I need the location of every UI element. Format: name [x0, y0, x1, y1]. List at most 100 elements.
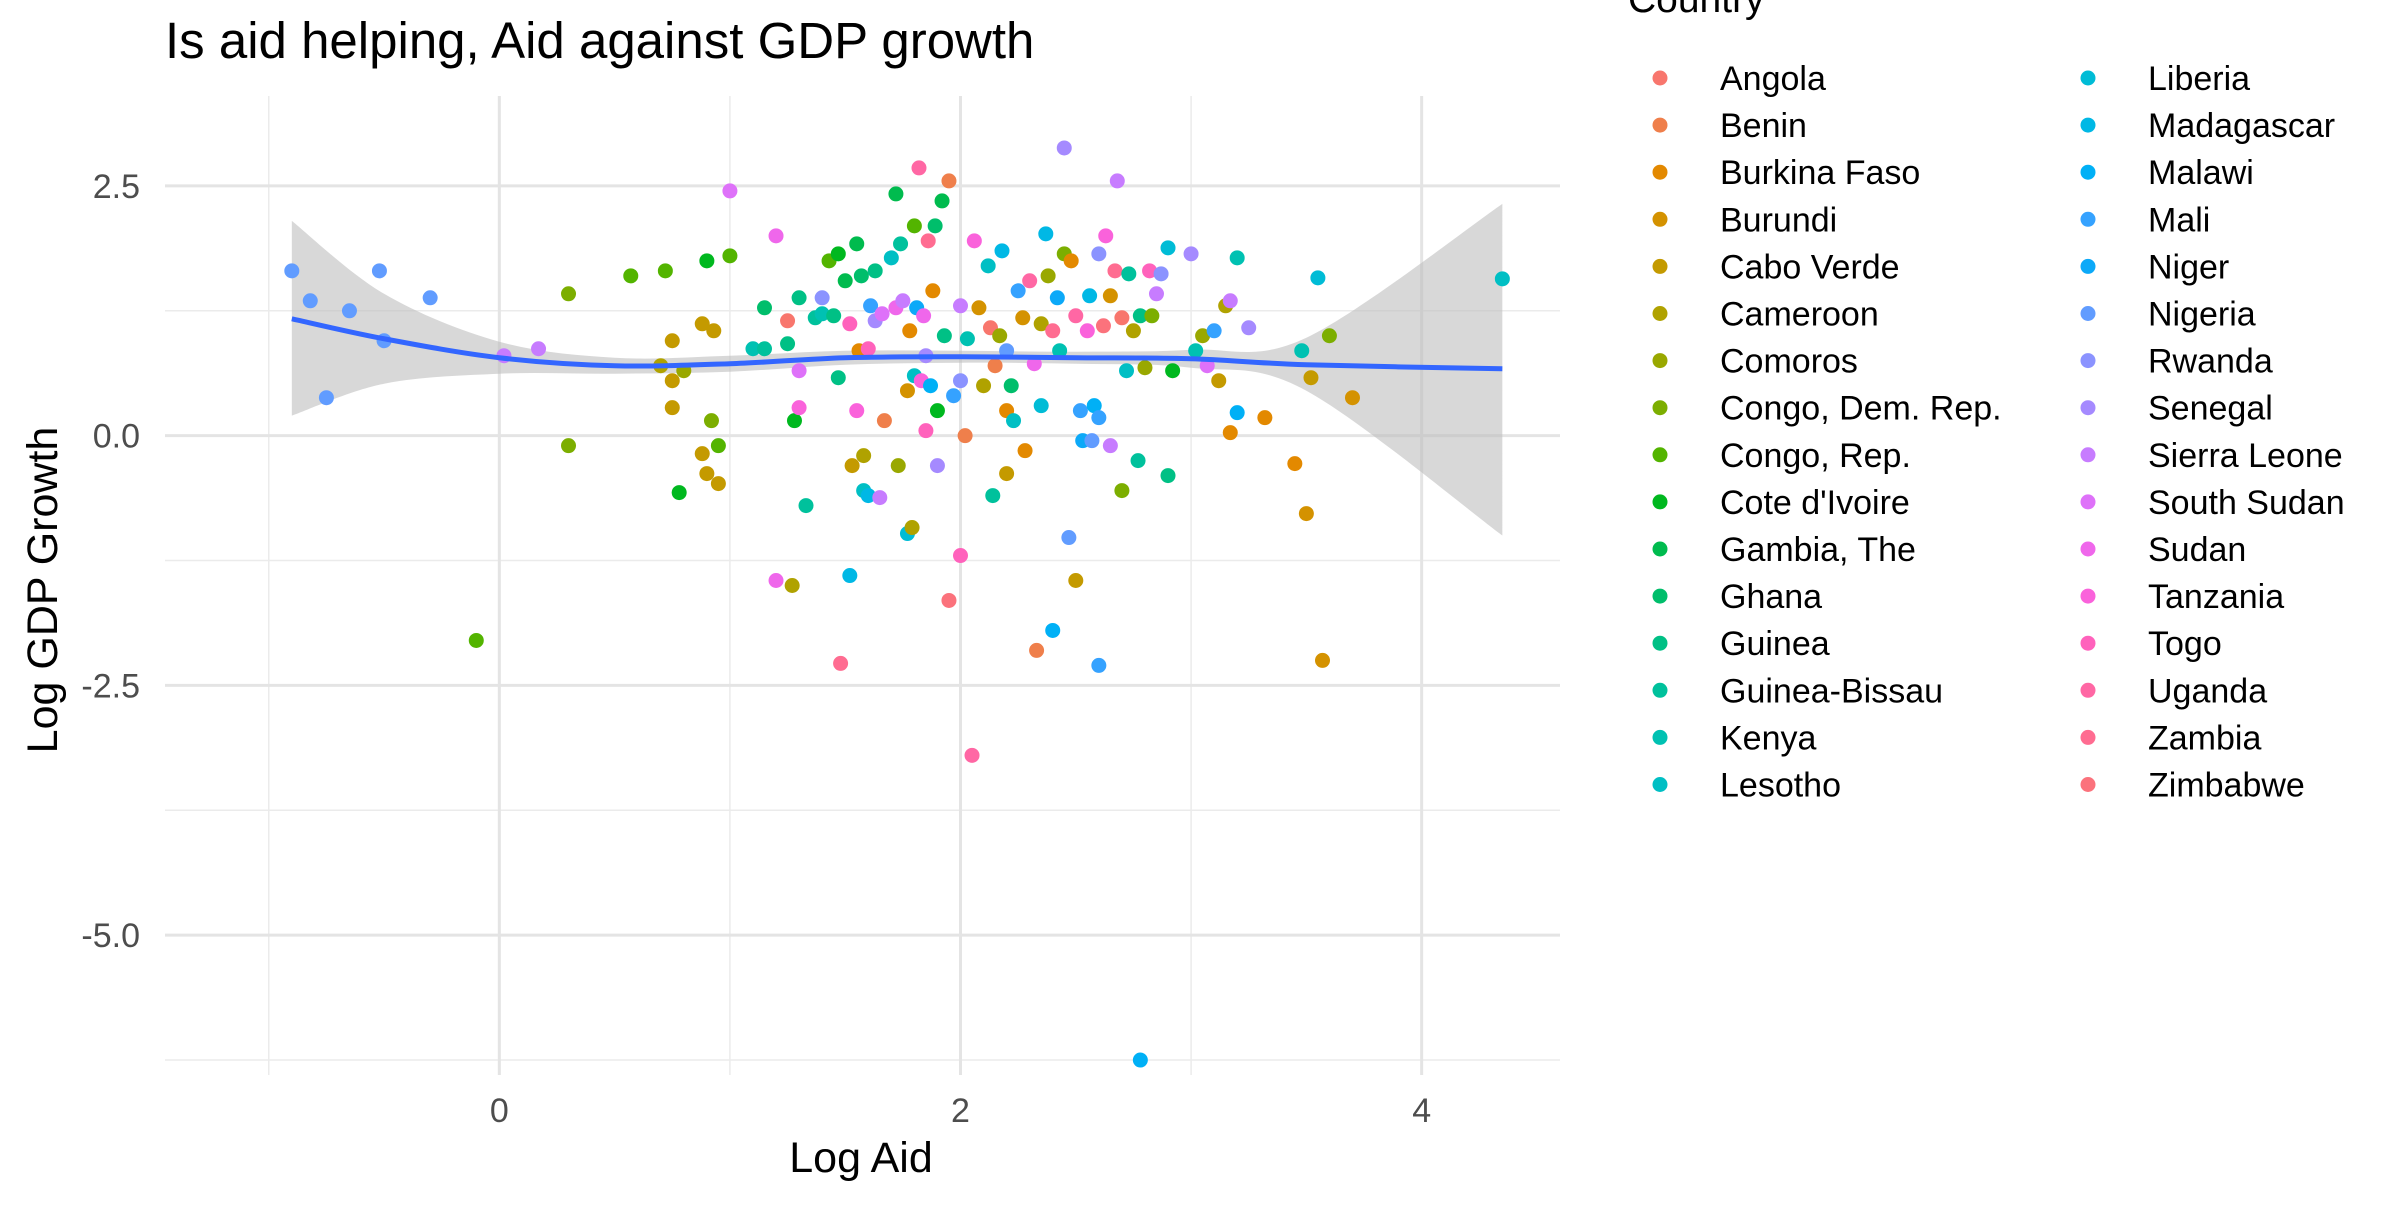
smooth-line-layer	[291, 316, 1503, 372]
data-point	[1079, 323, 1095, 339]
data-point	[768, 573, 784, 589]
data-point	[895, 293, 911, 309]
data-point	[1017, 443, 1033, 459]
data-point	[1091, 246, 1107, 262]
data-point	[1137, 360, 1153, 376]
data-point	[1310, 270, 1326, 286]
data-point	[929, 403, 945, 419]
x-tick-label: 2	[951, 1092, 970, 1130]
data-point	[1344, 390, 1360, 406]
data-point	[1063, 253, 1079, 269]
smooth-line	[291, 316, 1503, 372]
legend-title: Country	[1628, 0, 1765, 21]
y-axis-label: Log GDP Growth	[19, 427, 67, 754]
legend-label: Comoros	[1720, 343, 1858, 381]
legend-key	[1652, 164, 1668, 180]
data-point	[341, 303, 357, 319]
legend-key	[1652, 258, 1668, 274]
data-point	[952, 298, 968, 314]
legend-label: Cote d'Ivoire	[1720, 484, 1910, 522]
data-point	[842, 316, 858, 332]
legend-key	[2080, 400, 2096, 416]
data-point	[899, 383, 915, 399]
x-tick-label: 4	[1412, 1092, 1431, 1130]
data-point	[1061, 530, 1077, 546]
data-point	[959, 331, 975, 347]
data-point	[791, 363, 807, 379]
data-point	[722, 248, 738, 264]
legend-key	[2080, 682, 2096, 698]
legend-key	[2080, 306, 2096, 321]
data-point	[757, 341, 773, 357]
data-point	[849, 403, 865, 419]
data-point	[966, 233, 982, 249]
data-point	[699, 466, 715, 482]
data-point	[867, 263, 883, 279]
data-point	[1144, 308, 1160, 324]
data-point	[757, 300, 773, 316]
data-point	[1321, 328, 1337, 344]
legend-label: Gambia, The	[1720, 531, 1916, 569]
data-point	[671, 485, 687, 501]
data-point	[964, 747, 980, 763]
data-point	[1010, 283, 1026, 299]
data-point	[1229, 405, 1245, 421]
legend-label: Liberia	[2148, 60, 2250, 98]
x-axis-label: Log Aid	[789, 1134, 932, 1182]
data-point	[791, 400, 807, 416]
legend-label: Senegal	[2148, 390, 2273, 428]
data-point	[664, 333, 680, 349]
legend-key	[2080, 117, 2096, 133]
data-point	[1026, 356, 1042, 372]
data-point	[1107, 263, 1123, 279]
data-point	[883, 250, 899, 266]
y-tick-label: -2.5	[81, 667, 140, 705]
legend-key	[1652, 70, 1668, 86]
data-point	[872, 490, 888, 506]
legend-label: Guinea	[1720, 625, 1830, 663]
data-point	[957, 428, 973, 444]
data-point	[1068, 573, 1084, 589]
data-point	[1045, 323, 1061, 339]
chart-title: Is aid helping, Aid against GDP growth	[165, 12, 1034, 69]
legend-label: Ghana	[1720, 578, 1822, 616]
legend-label: Kenya	[1720, 719, 1816, 757]
axis-layer: 0 2 4 2.5 0.0 -2.5 -5.0	[81, 168, 1431, 1130]
data-point	[664, 400, 680, 416]
data-point	[1142, 263, 1158, 279]
data-point	[946, 388, 962, 404]
legend-label: Angola	[1720, 60, 1826, 98]
data-point	[980, 258, 996, 274]
data-point	[934, 193, 950, 209]
legend-label: Zambia	[2148, 719, 2261, 757]
data-point	[837, 273, 853, 289]
data-point	[929, 458, 945, 474]
data-point	[893, 236, 909, 252]
confidence-band-layer	[291, 203, 1503, 536]
data-point	[1298, 506, 1314, 522]
legend-label: Cabo Verde	[1720, 248, 1900, 286]
legend-label: Uganda	[2148, 672, 2267, 710]
legend-label: Madagascar	[2148, 107, 2335, 145]
data-point	[1086, 398, 1102, 414]
legend-key	[1652, 400, 1668, 416]
data-point	[936, 328, 952, 344]
data-point	[1045, 622, 1061, 638]
data-point	[1022, 273, 1038, 289]
data-point	[941, 173, 957, 189]
data-point	[786, 413, 802, 429]
data-point	[826, 308, 842, 324]
data-point	[1003, 378, 1019, 394]
legend-key	[1652, 777, 1668, 792]
legend-key	[2080, 729, 2096, 745]
legend-key	[1652, 306, 1668, 321]
legend-label: Guinea-Bissau	[1720, 672, 1943, 710]
legend-label: Mali	[2148, 201, 2210, 239]
data-point	[371, 263, 387, 279]
data-point	[1206, 323, 1222, 339]
data-point	[863, 298, 879, 314]
data-point	[1006, 413, 1022, 429]
data-point	[468, 632, 484, 648]
legend-label: Zimbabwe	[2148, 767, 2305, 805]
legend-label: Tanzania	[2148, 578, 2284, 616]
